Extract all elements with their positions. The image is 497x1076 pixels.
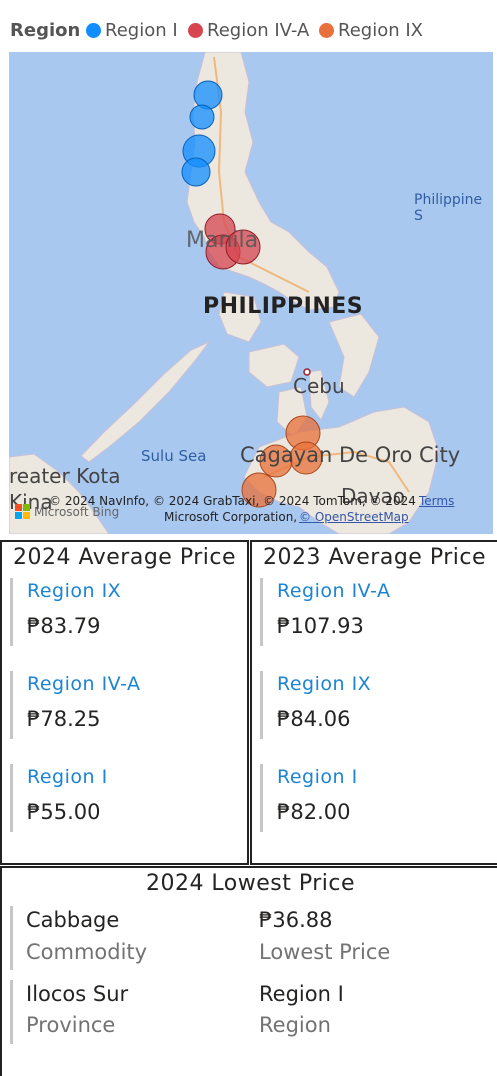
- microsoft-logo-icon: [15, 504, 31, 520]
- kpi-item: Region IX ₱83.79: [10, 578, 121, 646]
- kpi-item: Region IV-A ₱107.93: [260, 578, 391, 646]
- map-label-country: PHILIPPINES: [203, 294, 364, 319]
- legend-dot-icon: [319, 23, 334, 38]
- map-label-kota: reater Kota: [9, 464, 121, 488]
- legend-item-label: Region IX: [338, 20, 423, 41]
- map-label-sulu-sea: Sulu Sea: [141, 447, 207, 465]
- bubble-marker: [189, 104, 215, 130]
- city-dot: [303, 368, 311, 376]
- legend-item-region-iv-a[interactable]: Region IV-A: [188, 20, 309, 41]
- map-label-cebu: Cebu: [293, 374, 345, 398]
- card-title: 2023 Average Price: [263, 545, 486, 570]
- kpi-label: Region IX: [27, 580, 122, 602]
- bubble-marker: [225, 229, 261, 265]
- kpi-label: Region IX: [277, 673, 372, 695]
- kpi-value: ₱84.06: [277, 707, 351, 731]
- map-label-cagayan: Cagayan De Oro City: [240, 443, 461, 467]
- kpi-value: ₱83.79: [27, 614, 101, 638]
- landmass-palawan: [80, 340, 211, 463]
- bubbles-region-i[interactable]: [181, 80, 223, 187]
- bubble-marker: [181, 157, 211, 187]
- legend-dot-icon: [86, 23, 101, 38]
- kpi-item: Region I ₱82.00: [260, 764, 358, 832]
- legend-dot-icon: [188, 23, 203, 38]
- landmass-borneo: [9, 453, 110, 534]
- kpi-label: Region IV-A: [277, 580, 391, 602]
- province-caption: Province: [26, 1013, 116, 1037]
- bubble-marker: [193, 80, 223, 110]
- region-caption: Region: [259, 1013, 331, 1037]
- map-label-davao: Davao: [341, 484, 405, 508]
- kpi-item: Region I ₱55.00: [10, 764, 108, 832]
- card-title: 2024 Lowest Price: [145, 871, 356, 896]
- legend-item-region-i[interactable]: Region I: [86, 20, 178, 41]
- landmass-samar-leyte: [328, 313, 380, 398]
- bubbles-region-iv-a[interactable]: [204, 213, 261, 270]
- kpi-value: ₱55.00: [27, 800, 101, 824]
- map-attribution: © 2024 NavInfo, © 2024 GrabTaxi, © 2024 …: [49, 494, 416, 508]
- map-legend: Region Region I Region IV-A Region IX: [0, 0, 497, 50]
- kpi-value: ₱107.93: [277, 614, 364, 638]
- landmass-panay: [248, 343, 300, 388]
- lowest-price-caption: Lowest Price: [259, 940, 391, 964]
- card-2024-average-price[interactable]: 2024 Average Price Region IX ₱83.79 Regi…: [0, 540, 249, 865]
- terms-link[interactable]: Terms: [419, 494, 455, 508]
- map-label-manila: Manila: [186, 228, 259, 253]
- kpi-label: Region I: [277, 766, 358, 788]
- legend-item-label: Region IV-A: [207, 20, 310, 41]
- kpi-value: ₱78.25: [27, 707, 101, 731]
- kpi-label: Region I: [27, 766, 108, 788]
- bubble-marker: [259, 444, 293, 478]
- commodity-caption: Commodity: [26, 940, 148, 964]
- row-accent-bar: [10, 906, 13, 970]
- row-accent-bar: [10, 980, 13, 1044]
- legend-item-label: Region I: [105, 20, 178, 41]
- landmass-mindoro: [218, 291, 262, 343]
- bubble-marker: [241, 472, 277, 508]
- map-attribution-corp: Microsoft Corporation,: [164, 510, 298, 524]
- bubble-map[interactable]: Philippine S Manila PHILIPPINES Cebu Sul…: [9, 52, 493, 534]
- legend-item-region-ix[interactable]: Region IX: [319, 20, 423, 41]
- kpi-item: Region IX ₱84.06: [260, 671, 371, 739]
- kpi-value: ₱82.00: [277, 800, 351, 824]
- map-label-sea-east: Philippine S: [414, 192, 483, 224]
- card-2023-average-price[interactable]: 2023 Average Price Region IV-A ₱107.93 R…: [250, 540, 497, 865]
- legend-title: Region: [10, 20, 81, 41]
- kpi-label: Region IV-A: [27, 673, 141, 695]
- map-canvas: [9, 52, 440, 534]
- lowest-price-value: ₱36.88: [259, 908, 333, 932]
- bubbles-region-ix[interactable]: [241, 415, 323, 508]
- openstreetmap-link[interactable]: © OpenStreetMap: [299, 510, 409, 524]
- card-2024-lowest-price[interactable]: 2024 Lowest Price Cabbage Commodity ₱36.…: [0, 866, 497, 1076]
- landmass-cebu: [308, 369, 330, 421]
- province-value: Ilocos Sur: [26, 982, 129, 1006]
- commodity-value: Cabbage: [26, 908, 120, 932]
- kpi-item: Region IV-A ₱78.25: [10, 671, 141, 739]
- card-title: 2024 Average Price: [13, 545, 236, 570]
- region-value: Region I: [259, 982, 344, 1006]
- bing-logo: Microsoft Bing: [34, 505, 120, 519]
